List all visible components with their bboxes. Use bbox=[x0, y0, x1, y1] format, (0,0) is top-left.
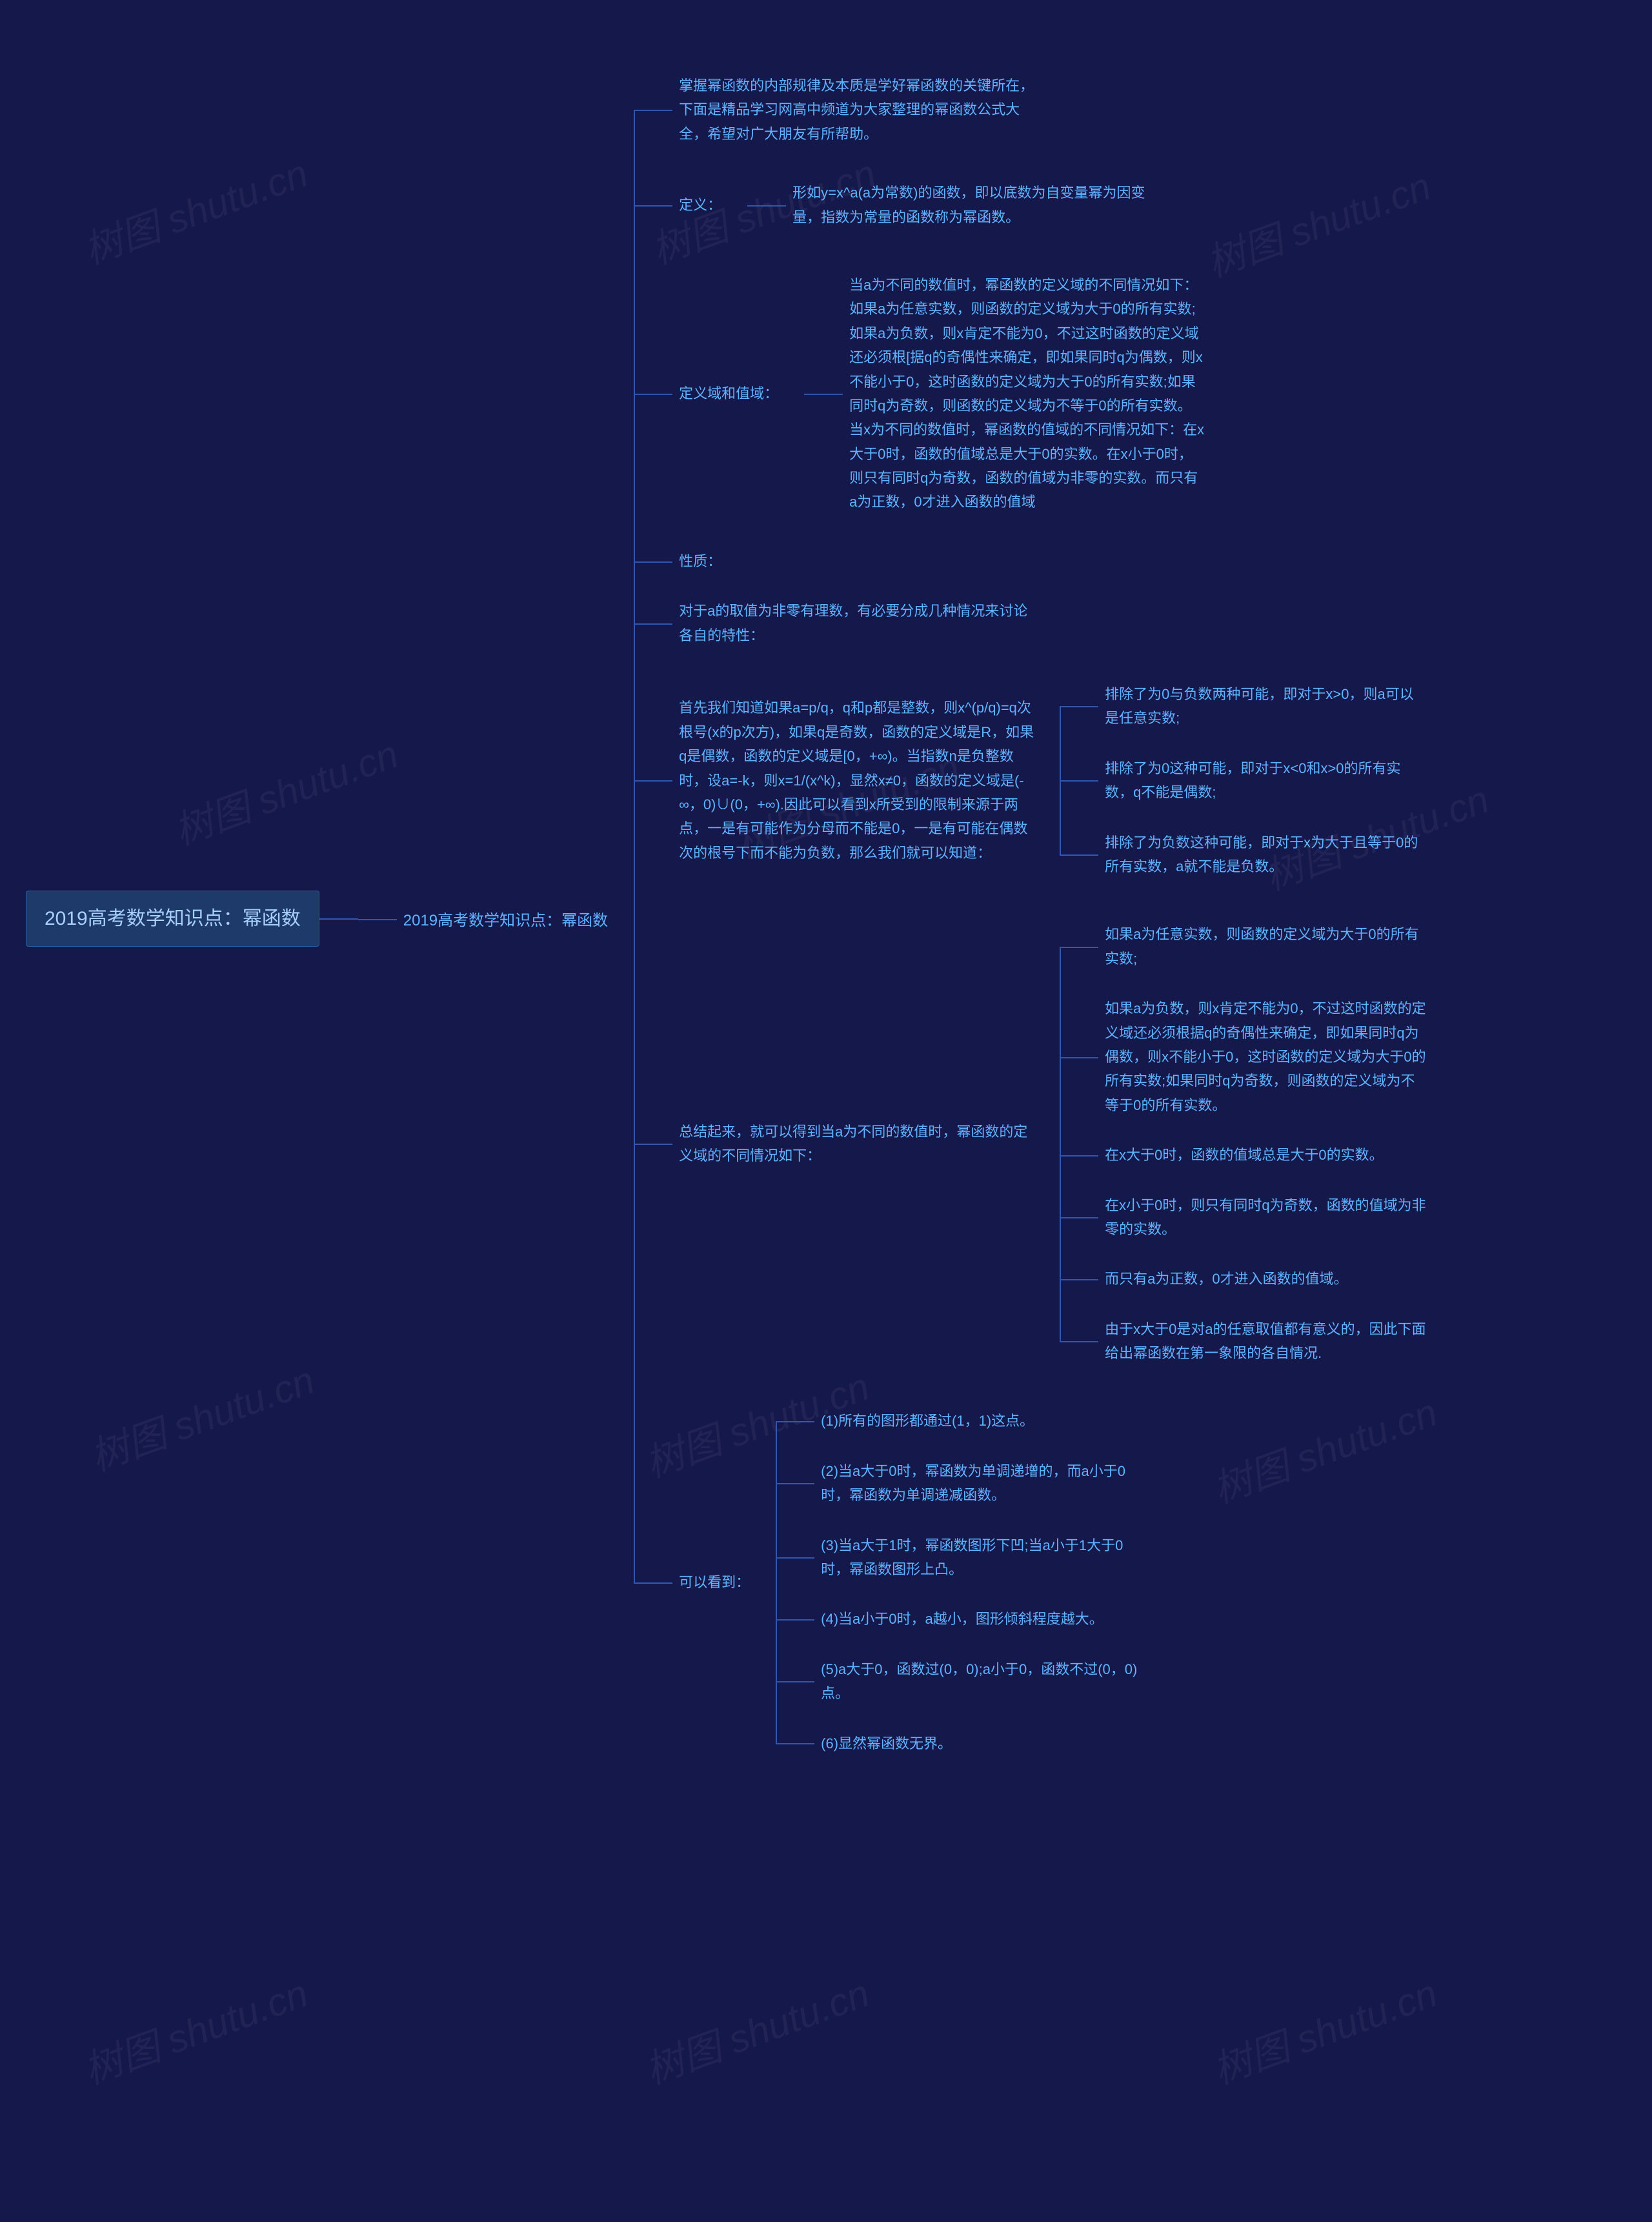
watermark: 树图 shutu.cn bbox=[75, 1962, 314, 2095]
intro-node: 掌握幂函数的内部规律及本质是学好幂函数的关键所在，下面是精品学习网高中频道为大家… bbox=[679, 70, 1034, 150]
observe-child-1: (1)所有的图形都通过(1，1)这点。 bbox=[821, 1405, 1034, 1437]
summary-child-5: 而只有a为正数，0才进入函数的值域。 bbox=[1105, 1263, 1347, 1295]
domain-range-label: 定义域和值域： bbox=[679, 378, 778, 409]
summary-child-6: 由于x大于0是对a的任意取值都有意义的，因此下面给出幂函数在第一象限的各自情况. bbox=[1105, 1313, 1427, 1369]
analysis-node: 首先我们知道如果a=p/q，q和p都是整数，则x^(p/q)=q次根号(x的p次… bbox=[679, 692, 1034, 869]
observe-label: 可以看到： bbox=[679, 1566, 750, 1598]
watermark: 树图 shutu.cn bbox=[1204, 1962, 1444, 2095]
watermark: 树图 shutu.cn bbox=[636, 1962, 876, 2095]
analysis-child-2: 排除了为0这种可能，即对于x<0和x>0的所有实数，q不能是偶数; bbox=[1105, 752, 1427, 809]
analysis-child-3: 排除了为负数这种可能，即对于x为大于且等于0的所有实数，a就不能是负数。 bbox=[1105, 827, 1427, 883]
level2-node: 2019高考数学知识点：幂函数 bbox=[403, 902, 608, 935]
mindmap-container: 2019高考数学知识点：幂函数 2019高考数学知识点：幂函数 掌握幂函数的内部… bbox=[0, 0, 1652, 1838]
observe-child-5: (5)a大于0，函数过(0，0);a小于0，函数不过(0，0)点。 bbox=[821, 1653, 1143, 1710]
domain-range-content: 当a为不同的数值时，幂函数的定义域的不同情况如下：如果a为任意实数，则函数的定义… bbox=[849, 269, 1204, 518]
observe-child-4: (4)当a小于0时，a越小，图形倾斜程度越大。 bbox=[821, 1603, 1103, 1635]
analysis-child-1: 排除了为0与负数两种可能，即对于x>0，则a可以是任意实数; bbox=[1105, 678, 1427, 734]
summary-child-3: 在x大于0时，函数的值域总是大于0的实数。 bbox=[1105, 1139, 1383, 1171]
summary-node: 总结起来，就可以得到当a为不同的数值时，幂函数的定义域的不同情况如下： bbox=[679, 1116, 1034, 1172]
summary-child-4: 在x小于0时，则只有同时q为奇数，函数的值域为非零的实数。 bbox=[1105, 1189, 1427, 1246]
observe-child-2: (2)当a大于0时，幂函数为单调递增的，而a小于0时，幂函数为单调递减函数。 bbox=[821, 1455, 1143, 1511]
properties-label: 性质： bbox=[679, 545, 721, 577]
summary-child-1: 如果a为任意实数，则函数的定义域为大于0的所有实数; bbox=[1105, 918, 1427, 975]
observe-child-6: (6)显然幂函数无界。 bbox=[821, 1728, 952, 1759]
summary-child-2: 如果a为负数，则x肯定不能为0，不过这时函数的定义域还必须根据q的奇偶性来确定，… bbox=[1105, 993, 1427, 1121]
root-node: 2019高考数学知识点：幂函数 bbox=[26, 891, 319, 947]
definition-content: 形如y=x^a(a为常数)的函数，即以底数为自变量幂为因变量，指数为常量的函数称… bbox=[792, 177, 1147, 233]
cases-label: 对于a的取值为非零有理数，有必要分成几种情况来讨论各自的特性： bbox=[679, 595, 1034, 651]
definition-label: 定义： bbox=[679, 189, 721, 221]
observe-child-3: (3)当a大于1时，幂函数图形下凹;当a小于1大于0时，幂函数图形上凸。 bbox=[821, 1530, 1143, 1586]
